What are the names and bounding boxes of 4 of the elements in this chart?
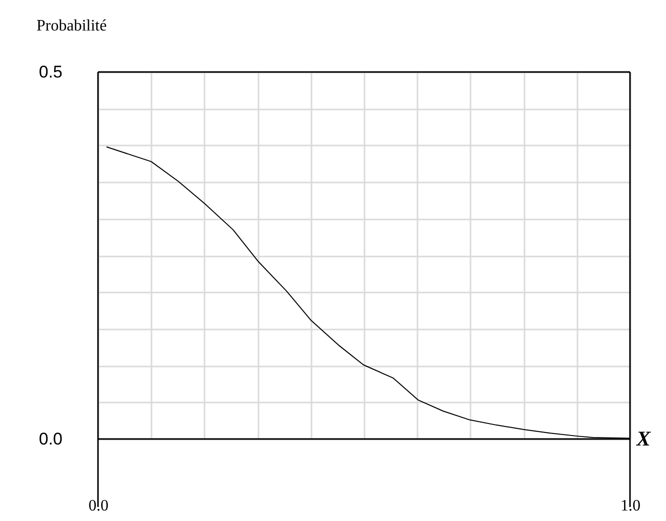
x-axis-title: X <box>636 426 652 450</box>
y-tick-label: 0.5 <box>38 62 62 82</box>
x-tick-label: 1.0 <box>620 498 640 514</box>
y-axis-title: Probabilité <box>36 18 107 34</box>
